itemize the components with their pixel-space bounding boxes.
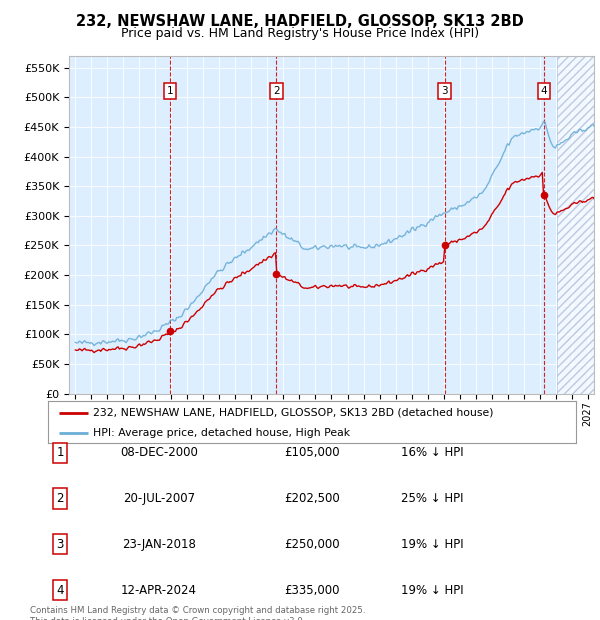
Text: £250,000: £250,000 <box>284 538 340 551</box>
Text: £105,000: £105,000 <box>284 446 340 459</box>
Text: 12-APR-2024: 12-APR-2024 <box>121 584 197 596</box>
Text: 19% ↓ HPI: 19% ↓ HPI <box>401 538 463 551</box>
Text: 19% ↓ HPI: 19% ↓ HPI <box>401 584 463 596</box>
Text: 1: 1 <box>56 446 64 459</box>
Text: 4: 4 <box>541 86 547 96</box>
Text: 16% ↓ HPI: 16% ↓ HPI <box>401 446 463 459</box>
Text: 20-JUL-2007: 20-JUL-2007 <box>123 492 195 505</box>
Text: 1: 1 <box>167 86 173 96</box>
Text: 2: 2 <box>56 492 64 505</box>
Text: Contains HM Land Registry data © Crown copyright and database right 2025.
This d: Contains HM Land Registry data © Crown c… <box>30 606 365 620</box>
Text: HPI: Average price, detached house, High Peak: HPI: Average price, detached house, High… <box>93 428 350 438</box>
Text: 3: 3 <box>442 86 448 96</box>
Text: 232, NEWSHAW LANE, HADFIELD, GLOSSOP, SK13 2BD: 232, NEWSHAW LANE, HADFIELD, GLOSSOP, SK… <box>76 14 524 29</box>
Text: 25% ↓ HPI: 25% ↓ HPI <box>401 492 463 505</box>
Text: £202,500: £202,500 <box>284 492 340 505</box>
Text: 3: 3 <box>56 538 64 551</box>
Text: £335,000: £335,000 <box>284 584 340 596</box>
Text: 08-DEC-2000: 08-DEC-2000 <box>120 446 198 459</box>
Text: Price paid vs. HM Land Registry's House Price Index (HPI): Price paid vs. HM Land Registry's House … <box>121 27 479 40</box>
Text: 2: 2 <box>273 86 280 96</box>
Text: 4: 4 <box>56 584 64 596</box>
Text: 232, NEWSHAW LANE, HADFIELD, GLOSSOP, SK13 2BD (detached house): 232, NEWSHAW LANE, HADFIELD, GLOSSOP, SK… <box>93 408 493 418</box>
Text: 23-JAN-2018: 23-JAN-2018 <box>122 538 196 551</box>
